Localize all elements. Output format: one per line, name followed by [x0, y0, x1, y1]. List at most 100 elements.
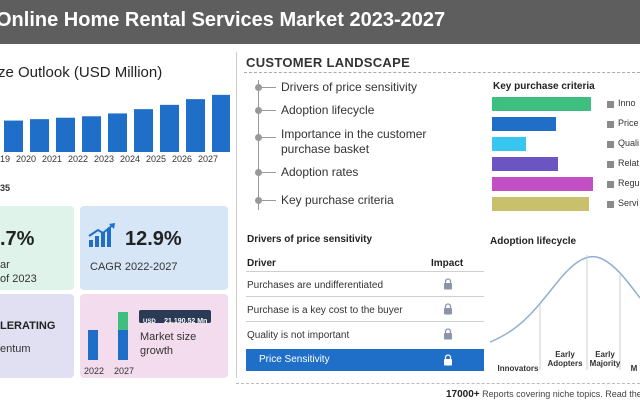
yoy-growth-card: .7% ar of 2023	[0, 206, 74, 290]
lock-icon	[444, 354, 452, 366]
adoption-stage: M	[630, 364, 638, 373]
driver-row: Purchases are undifferentiated	[247, 280, 384, 291]
market-bar-2025	[160, 104, 179, 152]
growth-bar-2027-base	[118, 330, 128, 360]
tick-label: 2021	[41, 154, 63, 164]
adoption-stage: Innovators	[497, 364, 539, 373]
timeline-connector	[262, 137, 276, 138]
driver-row: Quality is not important	[247, 330, 350, 341]
kpc-legend-item: Servi	[618, 198, 639, 208]
legend-swatch	[607, 181, 614, 188]
adoption-stage: Early Adopters	[547, 350, 583, 368]
timeline-connector	[262, 172, 276, 173]
kpc-legend-item: Inno	[618, 98, 636, 108]
landscape-item: Adoption lifecycle	[281, 103, 375, 117]
drivers-title: Drivers of price sensitivity	[247, 234, 373, 245]
kpc-bar-relat	[492, 157, 558, 171]
growth-badge-value: 21,190.52 Mn	[164, 318, 208, 325]
kpc-legend-item: Relat	[618, 158, 640, 168]
tick-label: 2023	[93, 154, 115, 164]
price-sensitivity-row	[246, 349, 484, 371]
growth-label-line2: growth	[140, 345, 174, 357]
table-divider	[246, 321, 484, 322]
lock-icon	[444, 303, 452, 315]
legend-swatch	[607, 161, 614, 168]
page-title: Online Home Rental Services Market 2023-…	[0, 9, 446, 31]
kpc-bar-regu	[492, 177, 593, 191]
market-bar-2022	[82, 116, 101, 152]
price-sensitivity-label: Price Sensitivity	[259, 354, 330, 365]
market-bar-2023	[108, 113, 127, 152]
report-count: 17000+	[446, 389, 480, 400]
timeline-dot	[255, 197, 262, 204]
timeline-dot	[255, 134, 262, 141]
kpc-legend-item: Regu	[618, 178, 640, 188]
market-bar-2019	[4, 120, 23, 152]
kpc-bar-quali	[492, 137, 526, 151]
growth-bar-2027-increment	[118, 312, 128, 330]
legend-swatch	[607, 121, 614, 128]
lock-icon	[444, 328, 452, 340]
tick-label: 2027	[197, 154, 219, 164]
growth-label-line1: Market size	[140, 331, 197, 343]
adoption-stage: Early Majority	[589, 350, 621, 368]
timeline-dot	[255, 169, 262, 176]
legend-swatch	[607, 201, 614, 208]
market-size-bar-chart	[4, 94, 230, 152]
yoy-line1: ar	[0, 259, 10, 271]
driver-column-header: Driver	[247, 258, 276, 269]
kpc-bar-inno	[492, 97, 591, 111]
market-size-title: ze Outlook (USD Million)	[0, 64, 163, 81]
cagr-card: 12.9% CAGR 2022-2027	[80, 206, 228, 290]
growth-badge: USD 21,190.52 Mn	[139, 310, 212, 325]
customer-landscape-title: CUSTOMER LANDSCAPE	[246, 55, 411, 70]
cagr-value: 12.9%	[125, 228, 182, 250]
kpc-legend-item: Quali	[618, 138, 640, 148]
landscape-item: Key purchase criteria	[281, 193, 394, 207]
tick-label: 2022	[67, 154, 89, 164]
header-banner: Online Home Rental Services Market 2023-…	[0, 0, 640, 44]
tick-label: 2020	[15, 154, 37, 164]
landscape-item: Importance in the customer purchase bask…	[281, 127, 427, 156]
timeline-connector	[262, 200, 276, 201]
momentum-title: LERATING	[0, 320, 56, 332]
market-growth-card: USD 21,190.52 Mn 2022 2027 Market size g…	[80, 294, 228, 378]
yoy-value: .7%	[0, 228, 35, 250]
market-bar-2026	[186, 99, 205, 152]
tick-label: 2026	[171, 154, 193, 164]
kpc-legend-item: Price	[618, 118, 639, 128]
adoption-title: Adoption lifecycle	[490, 236, 577, 247]
market-footnote: 35	[0, 183, 11, 193]
growth-year-end: 2027	[114, 366, 135, 376]
landscape-timeline	[258, 80, 259, 210]
kpc-title: Key purchase criteria	[493, 81, 595, 92]
timeline-dot	[255, 84, 262, 91]
footer-text: 17000+ Reports covering niche topics. Re…	[446, 389, 640, 400]
market-bar-2020	[30, 119, 49, 152]
footer-divider	[236, 383, 640, 384]
landscape-item: Adoption rates	[281, 165, 359, 179]
impact-column-header: Impact	[431, 258, 464, 269]
kpc-bar-servi	[492, 197, 589, 211]
timeline-dot	[255, 107, 262, 114]
tick-label: 19	[0, 154, 10, 164]
table-divider	[246, 271, 484, 272]
momentum-card: LERATING entum	[0, 294, 74, 378]
kpc-bar-price	[492, 117, 556, 131]
section-divider	[236, 52, 237, 378]
tick-label: 2025	[145, 154, 167, 164]
market-bar-2021	[56, 117, 75, 152]
lock-icon	[444, 278, 452, 290]
growth-year-start: 2022	[84, 366, 105, 376]
growth-chart-icon	[88, 223, 115, 247]
market-bar-2027	[212, 94, 230, 152]
table-divider	[246, 296, 484, 297]
landscape-item: Drivers of price sensitivity	[281, 80, 418, 94]
adoption-curve	[490, 255, 640, 370]
growth-bar-2022	[88, 330, 98, 360]
momentum-subtitle: entum	[0, 343, 31, 355]
driver-row: Purchase is a key cost to the buyer	[247, 305, 403, 316]
footer-caption: Reports covering niche topics. Read the	[482, 389, 640, 399]
legend-swatch	[607, 101, 614, 108]
cagr-label: CAGR 2022-2027	[90, 261, 178, 273]
